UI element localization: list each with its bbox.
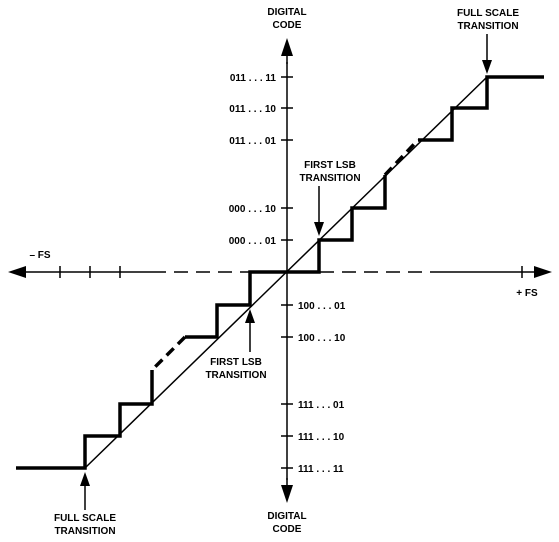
code-label: 100 . . . 10: [298, 333, 346, 344]
y-axis-title-line2: CODE: [273, 20, 302, 31]
vertical-axis-bottom-arrow: [281, 485, 293, 503]
y-axis-title-bottom-line2: CODE: [273, 524, 302, 535]
code-label: 000 . . . 01: [229, 236, 277, 247]
first-lsb-transition-bottom: FIRST LSB TRANSITION: [205, 309, 267, 381]
first-lsb-transition-top: FIRST LSB TRANSITION: [299, 160, 361, 236]
code-label: 011 . . . 10: [229, 104, 276, 115]
annotation-line2: TRANSITION: [205, 370, 266, 381]
negative-full-scale-label: – FS: [29, 250, 50, 261]
staircase-lower: [16, 270, 287, 470]
code-label: 011 . . . 01: [229, 136, 276, 147]
annotation-line2: TRANSITION: [299, 173, 360, 184]
vertical-axis-top-arrow: [281, 38, 293, 56]
arrow-down-icon: [314, 222, 324, 236]
arrow-up-icon: [245, 309, 255, 323]
vertical-axis: [281, 38, 293, 503]
y-ticks: [281, 76, 293, 469]
annotation-line1: FIRST LSB: [304, 160, 356, 171]
code-label: 000 . . . 10: [229, 204, 277, 215]
y-axis-title-bottom: DIGITAL CODE: [267, 511, 306, 535]
horizontal-axis-left-arrow: [8, 266, 26, 278]
arrow-up-icon: [80, 472, 90, 486]
code-label: 111 . . . 11: [298, 464, 344, 475]
annotation-line2: TRANSITION: [54, 526, 115, 537]
annotation-line2: TRANSITION: [457, 21, 518, 32]
annotation-line1: FULL SCALE: [54, 513, 116, 524]
code-label: 100 . . . 01: [298, 301, 346, 312]
y-axis-title-line1: DIGITAL: [267, 7, 306, 18]
horizontal-axis-right-arrow: [534, 266, 552, 278]
code-label: 111 . . . 10: [298, 432, 345, 443]
positive-full-scale-label: + FS: [516, 288, 538, 299]
staircase-upper: [287, 75, 544, 274]
full-scale-transition-top: FULL SCALE TRANSITION: [457, 8, 519, 74]
y-axis-title-top: DIGITAL CODE: [267, 7, 306, 31]
y-axis-title-bottom-line1: DIGITAL: [267, 511, 306, 522]
code-label: 011 . . . 11: [230, 73, 277, 84]
arrow-down-icon: [482, 60, 492, 74]
code-label: 111 . . . 01: [298, 400, 345, 411]
annotation-line1: FIRST LSB: [210, 357, 262, 368]
annotation-line1: FULL SCALE: [457, 8, 519, 19]
full-scale-transition-bottom: FULL SCALE TRANSITION: [54, 472, 116, 537]
